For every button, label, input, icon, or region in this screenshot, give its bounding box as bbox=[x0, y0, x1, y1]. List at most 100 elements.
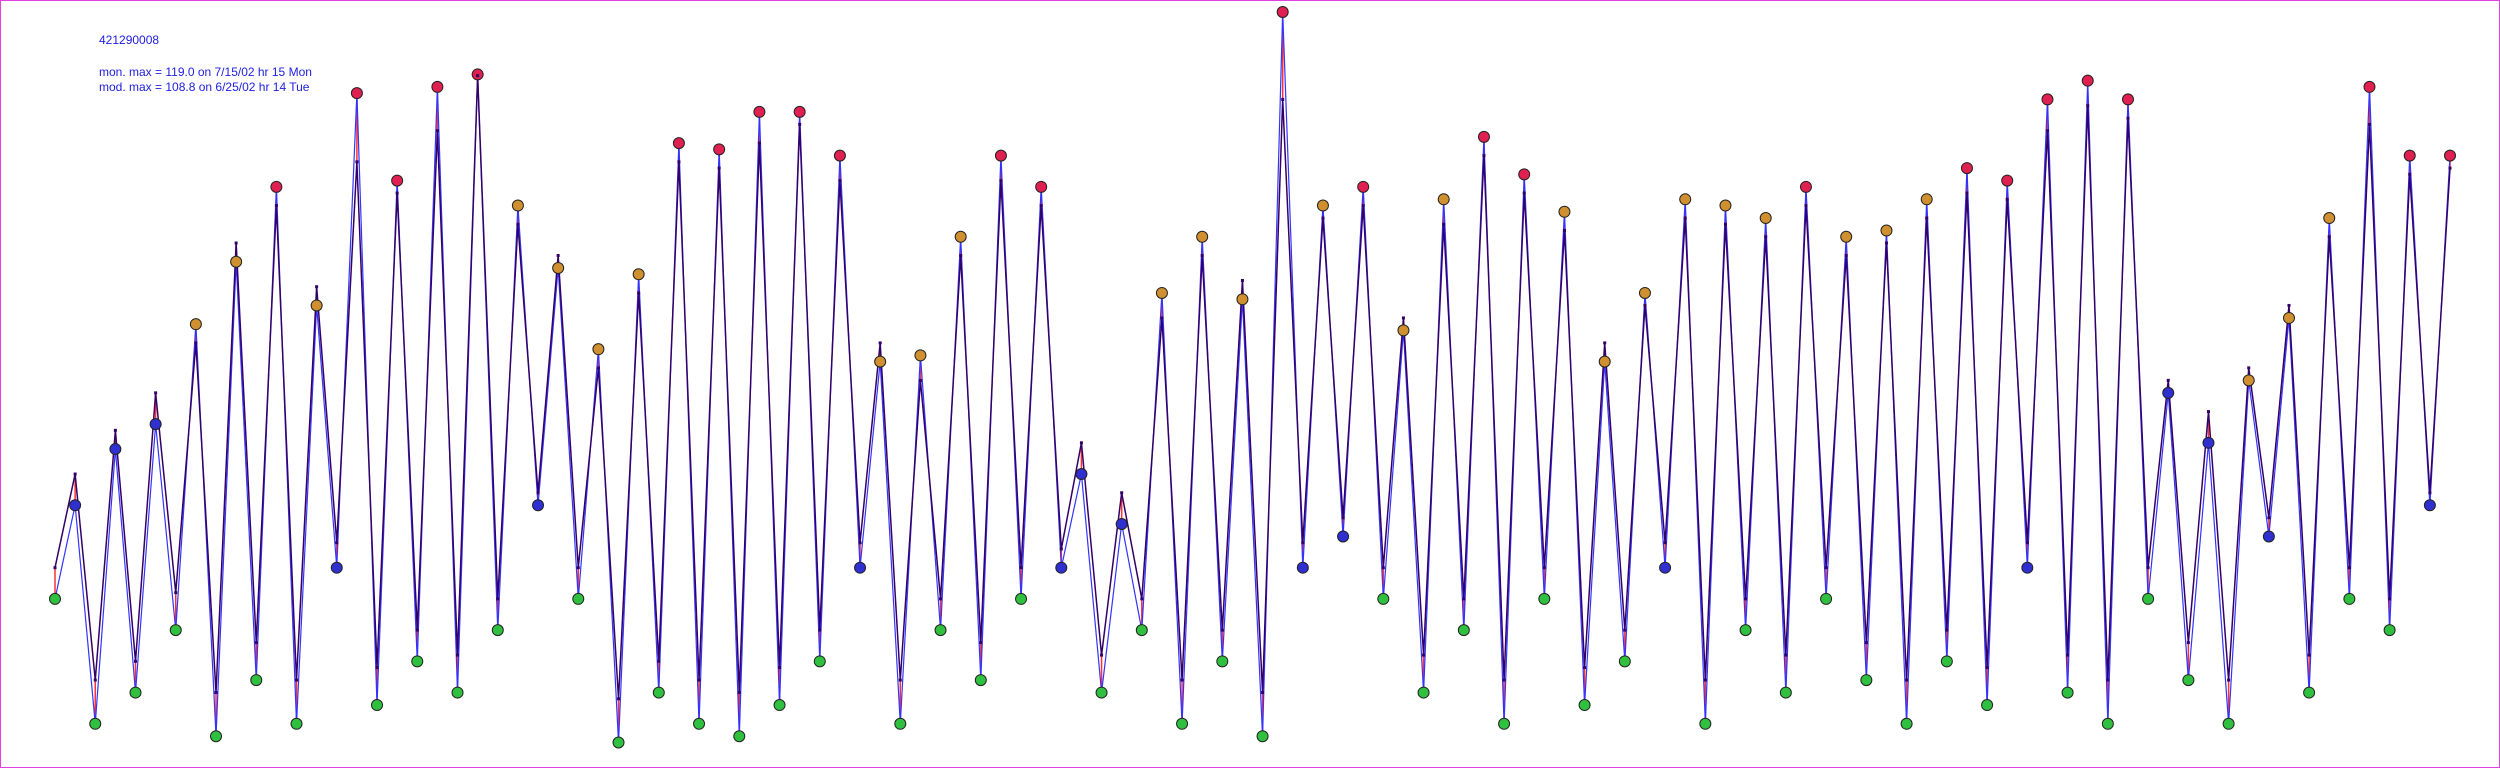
monitor-marker bbox=[2202, 436, 2215, 449]
monitor-marker bbox=[1236, 293, 1249, 306]
monitor-marker bbox=[652, 686, 665, 699]
model-marker bbox=[798, 122, 802, 126]
monitor-marker bbox=[1135, 624, 1148, 637]
monitor-marker bbox=[2021, 561, 2034, 574]
monitor-marker bbox=[1256, 730, 1269, 743]
monitor-marker bbox=[1880, 224, 1893, 237]
monitor-marker bbox=[270, 180, 283, 193]
model-marker bbox=[657, 659, 661, 663]
model-marker bbox=[2045, 129, 2049, 133]
monitor-marker bbox=[2423, 499, 2436, 512]
monitor-marker bbox=[2323, 212, 2336, 225]
model-marker bbox=[1180, 678, 1184, 682]
model-marker bbox=[556, 254, 560, 258]
model-marker bbox=[113, 428, 117, 432]
model-marker bbox=[1079, 441, 1083, 445]
monitor-marker bbox=[1679, 193, 1692, 206]
model-marker bbox=[295, 678, 299, 682]
model-marker bbox=[1744, 597, 1748, 601]
model-marker bbox=[73, 472, 77, 476]
model-marker bbox=[1019, 566, 1023, 570]
model-marker bbox=[1100, 653, 1104, 657]
model-marker bbox=[717, 166, 721, 170]
monitor-marker bbox=[874, 355, 887, 368]
monitor-marker bbox=[189, 318, 202, 331]
monitor-marker bbox=[1638, 286, 1651, 299]
model-marker bbox=[1542, 566, 1546, 570]
model-marker bbox=[2106, 678, 2110, 682]
monitor-marker bbox=[2001, 174, 2014, 187]
monitor-marker bbox=[2343, 592, 2356, 605]
monitor-marker bbox=[572, 592, 585, 605]
model-marker bbox=[435, 129, 439, 133]
monitor-marker bbox=[1397, 324, 1410, 337]
model-marker bbox=[234, 241, 238, 245]
model-marker bbox=[1059, 547, 1063, 551]
monitor-marker bbox=[2383, 624, 2396, 637]
model-marker bbox=[1422, 653, 1426, 657]
monitor-marker bbox=[2142, 592, 2155, 605]
model-marker bbox=[999, 179, 1003, 183]
monitor-marker bbox=[169, 624, 182, 637]
model-marker bbox=[1824, 566, 1828, 570]
monitor-marker bbox=[1820, 592, 1833, 605]
monitor-marker bbox=[1739, 624, 1752, 637]
model-marker bbox=[576, 566, 580, 570]
model-marker bbox=[415, 628, 419, 632]
monitor-marker bbox=[2182, 674, 2195, 687]
model-marker bbox=[2388, 597, 2392, 601]
model-marker bbox=[536, 491, 540, 495]
model-marker bbox=[2327, 235, 2331, 239]
model-marker bbox=[315, 285, 319, 289]
monitor-marker bbox=[1598, 355, 1611, 368]
monitor-marker bbox=[230, 255, 243, 268]
model-marker bbox=[1623, 628, 1627, 632]
model-marker bbox=[1985, 666, 1989, 670]
model-marker bbox=[1925, 216, 1929, 220]
model-marker bbox=[757, 141, 761, 145]
model-marker bbox=[1140, 597, 1144, 601]
monitor-marker bbox=[1176, 717, 1189, 730]
monitor-marker bbox=[290, 717, 303, 730]
model-marker bbox=[355, 160, 359, 164]
model-marker bbox=[1844, 254, 1848, 258]
model-marker bbox=[53, 566, 57, 570]
monitor-marker bbox=[693, 717, 706, 730]
model-marker bbox=[2005, 197, 2009, 201]
monitor-marker bbox=[2242, 374, 2255, 387]
model-marker bbox=[1341, 516, 1345, 520]
model-marker bbox=[2146, 566, 2150, 570]
series-line bbox=[54, 11, 2451, 743]
model-marker bbox=[516, 222, 520, 226]
monitor-marker bbox=[1055, 561, 1068, 574]
monitor-marker bbox=[1296, 561, 1309, 574]
model-marker bbox=[617, 697, 621, 701]
monitor-marker bbox=[350, 87, 363, 100]
monitor-marker bbox=[854, 561, 867, 574]
series-line bbox=[54, 75, 2451, 699]
monitor-marker bbox=[1920, 193, 1933, 206]
monitor-marker bbox=[1719, 199, 1732, 212]
model-marker bbox=[637, 291, 641, 295]
monitor-marker bbox=[1155, 286, 1168, 299]
monitor-marker bbox=[1799, 180, 1812, 193]
model-marker bbox=[1884, 241, 1888, 245]
monitor-marker bbox=[1115, 517, 1128, 530]
monitor-marker bbox=[552, 261, 565, 274]
monitor-marker bbox=[2282, 311, 2295, 324]
model-marker bbox=[1703, 678, 1707, 682]
monitor-marker bbox=[1417, 686, 1430, 699]
model-marker bbox=[1361, 204, 1365, 208]
model-marker bbox=[918, 378, 922, 382]
model-marker bbox=[194, 341, 198, 345]
model-marker bbox=[375, 666, 379, 670]
model-marker bbox=[1502, 678, 1506, 682]
monitor-marker bbox=[713, 143, 726, 156]
model-marker bbox=[1663, 541, 1667, 545]
model-marker bbox=[2448, 166, 2452, 170]
monitor-marker bbox=[954, 230, 967, 243]
monitor-marker bbox=[1377, 592, 1390, 605]
monitor-marker bbox=[210, 730, 223, 743]
monitor-marker bbox=[310, 299, 323, 312]
model-marker bbox=[476, 74, 480, 78]
